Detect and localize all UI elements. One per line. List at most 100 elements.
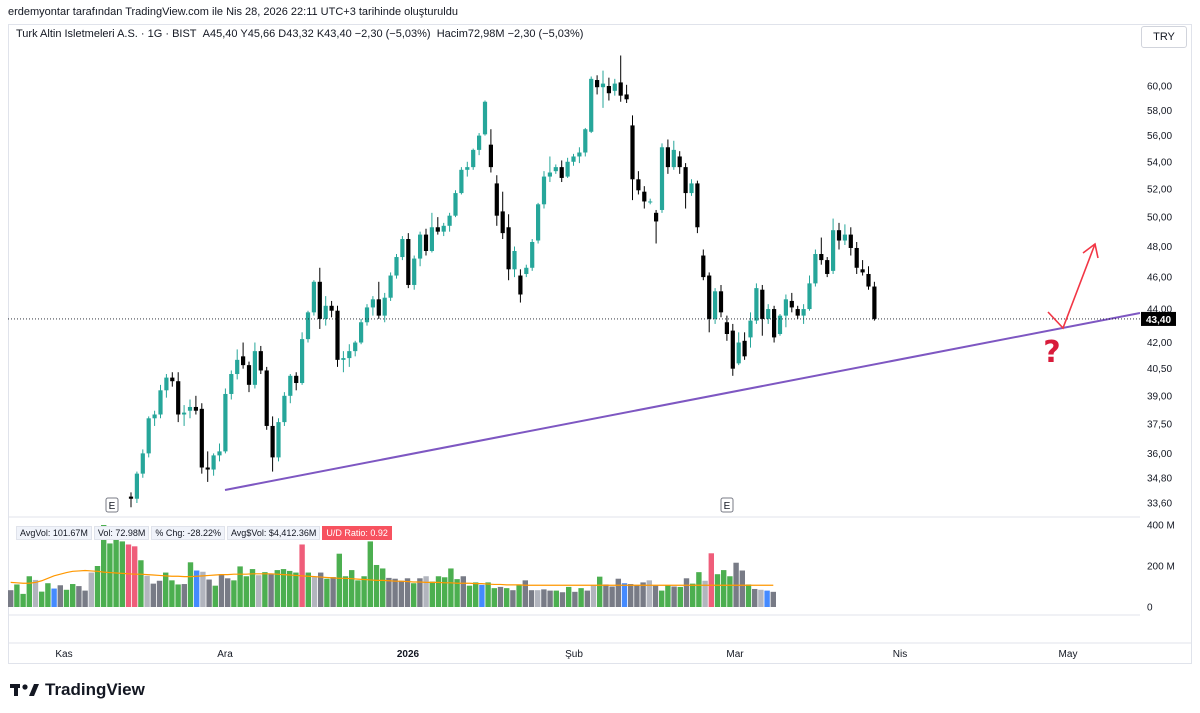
volume-bar <box>169 580 175 607</box>
candle-body <box>577 152 582 157</box>
volume-axis-label: 200 M <box>1147 562 1175 573</box>
vol-badge: Vol: 72.98M <box>93 526 150 540</box>
volume-bar <box>293 572 299 607</box>
x-tick-label: Nis <box>893 649 907 660</box>
candle-body <box>471 149 476 168</box>
volume-values: Hacim72,98M −2,30 (−5,03%) <box>436 28 584 40</box>
candle-body <box>282 395 287 423</box>
volume-bar <box>411 583 417 607</box>
volume-bar <box>727 576 733 607</box>
volume-bar <box>175 584 181 607</box>
candle-body <box>276 422 281 458</box>
candle-body <box>518 275 523 295</box>
candle-body <box>353 342 358 352</box>
candle-body <box>866 273 871 287</box>
volume-bar <box>659 590 665 607</box>
candle-body <box>707 275 712 319</box>
candle-body <box>140 453 145 474</box>
question-annotation: ? <box>1043 335 1060 370</box>
y-tick-label: 36,00 <box>1147 449 1172 460</box>
volume-bar <box>8 590 14 607</box>
candle-body <box>506 227 511 270</box>
volume-bar <box>88 572 94 607</box>
volume-bar <box>373 564 380 607</box>
candle-body <box>724 322 729 335</box>
volume-bar <box>361 576 367 607</box>
volume-bar <box>721 570 727 607</box>
volume-bar <box>367 541 373 607</box>
chart-frame <box>8 24 1192 664</box>
candle-body <box>341 358 346 360</box>
volume-bar <box>206 579 212 607</box>
volume-bar <box>262 572 268 607</box>
candle-body <box>842 234 847 241</box>
candle-body <box>176 381 181 415</box>
volume-bar <box>249 569 256 607</box>
volume-bar <box>63 589 70 607</box>
candle-body <box>606 86 611 94</box>
candle-body <box>813 254 818 284</box>
candle-body <box>453 193 458 216</box>
volume-bar <box>194 570 200 607</box>
candle-body <box>689 183 694 194</box>
volume-bar <box>466 585 473 607</box>
volume-bar <box>107 543 113 607</box>
candle-body <box>158 390 163 415</box>
candle-body <box>630 125 635 180</box>
volume-bar <box>665 585 671 607</box>
volume-bar <box>621 583 628 607</box>
candle-body <box>447 215 452 226</box>
volume-bar <box>349 570 355 607</box>
candle-body <box>677 156 682 168</box>
volume-bar <box>144 575 150 607</box>
x-tick-label: 2026 <box>397 649 420 660</box>
x-tick-label: Ara <box>217 649 233 660</box>
currency-button[interactable]: TRY <box>1141 26 1187 48</box>
volume-bar <box>690 583 696 607</box>
volume-bar <box>460 576 466 607</box>
candle-body <box>294 375 299 384</box>
volume-bar <box>553 590 559 607</box>
symbol-name[interactable]: Turk Altin Isletmeleri A.S. · 1G · BIST <box>16 28 197 40</box>
volume-bar <box>566 586 572 607</box>
candle-body <box>465 167 470 170</box>
candle-body <box>229 374 234 394</box>
brand-name: TradingView <box>45 680 145 699</box>
candle-body <box>217 451 222 456</box>
volume-bar <box>45 583 51 607</box>
candle-body <box>494 183 499 216</box>
candle-body <box>860 269 865 273</box>
y-tick-label: 48,00 <box>1147 242 1172 253</box>
volume-bar <box>578 588 584 607</box>
candle-body <box>435 227 440 232</box>
volume-bar <box>528 590 535 607</box>
volume-bar <box>423 576 429 607</box>
volume-bar <box>181 584 187 607</box>
tradingview-logo[interactable]: TradingView <box>10 680 145 700</box>
candle-body <box>146 418 151 454</box>
volume-bar <box>429 581 435 607</box>
y-tick-label: 60,00 <box>1147 82 1172 93</box>
volume-bar <box>473 582 479 607</box>
candle-body <box>241 356 246 366</box>
tradingview-icon <box>10 684 39 696</box>
candle-body <box>423 234 429 251</box>
y-tick-label: 40,50 <box>1147 364 1172 375</box>
volume-bar <box>156 580 163 607</box>
volume-bar <box>609 586 615 607</box>
candle-body <box>441 225 446 232</box>
candle-body <box>323 305 328 319</box>
x-tick-label: Kas <box>55 649 72 660</box>
candle-body <box>807 283 812 310</box>
volume-bar <box>696 572 702 607</box>
y-tick-label: 46,00 <box>1147 273 1172 284</box>
volume-bar <box>187 562 194 607</box>
volume-bar <box>584 590 590 607</box>
volume-bar <box>101 525 107 607</box>
earnings-marker-label: E <box>724 501 731 512</box>
volume-bar <box>32 579 39 607</box>
candle-body <box>164 377 169 391</box>
candle-body <box>246 365 252 385</box>
x-tick-label: Mar <box>726 649 744 660</box>
